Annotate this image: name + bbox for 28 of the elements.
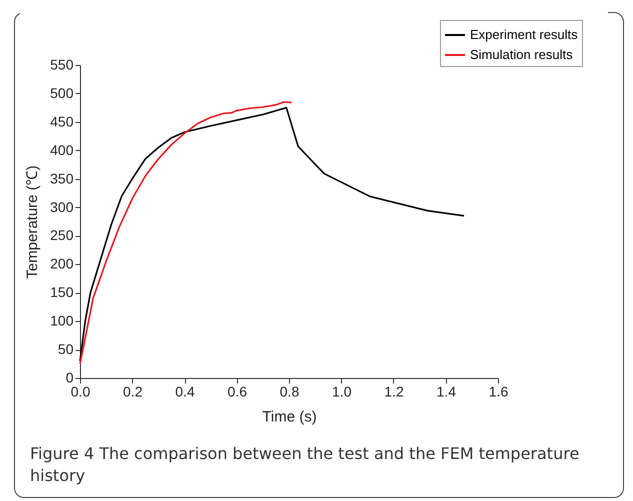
y-tick-label: 100 [50,312,74,329]
y-tick-label: 0 [66,370,74,386]
caption: Figure 4 The comparison between the test and the FEM temperature history [30,443,580,487]
y-tick-label: 400 [50,142,74,158]
x-tick-label: 1.6 [488,384,508,400]
y-tick-label: 300 [50,198,74,215]
line-series [79,106,465,362]
y-tick-label: 350 [50,170,74,186]
x-tick-label: 0.6 [228,384,248,400]
x-tick-label: 0.8 [280,384,300,400]
x-tick-label: 0.4 [175,384,195,400]
x-tick-label: 1.0 [332,384,352,400]
line-series [79,101,292,365]
legend-label: Simulation results [470,47,574,62]
x-tick-label: 1.2 [384,384,404,400]
y-tick-label: 150 [50,284,74,300]
y-tick-label: 450 [50,113,74,130]
x-tick-label: 0.0 [70,384,90,400]
legend-label: Experiment results [470,27,578,42]
x-axis-title: Time (s) [262,408,317,426]
y-tick-label: 500 [50,84,74,101]
y-tick-label: 50 [58,341,74,358]
x-tick-label: 1.4 [436,384,456,400]
y-tick-label: 550 [50,56,74,72]
x-tick-label: 0.2 [123,384,143,400]
y-tick-label: 250 [50,227,74,244]
y-tick-label: 200 [50,256,74,272]
y-axis-title: Temperature (℃) [24,165,42,279]
